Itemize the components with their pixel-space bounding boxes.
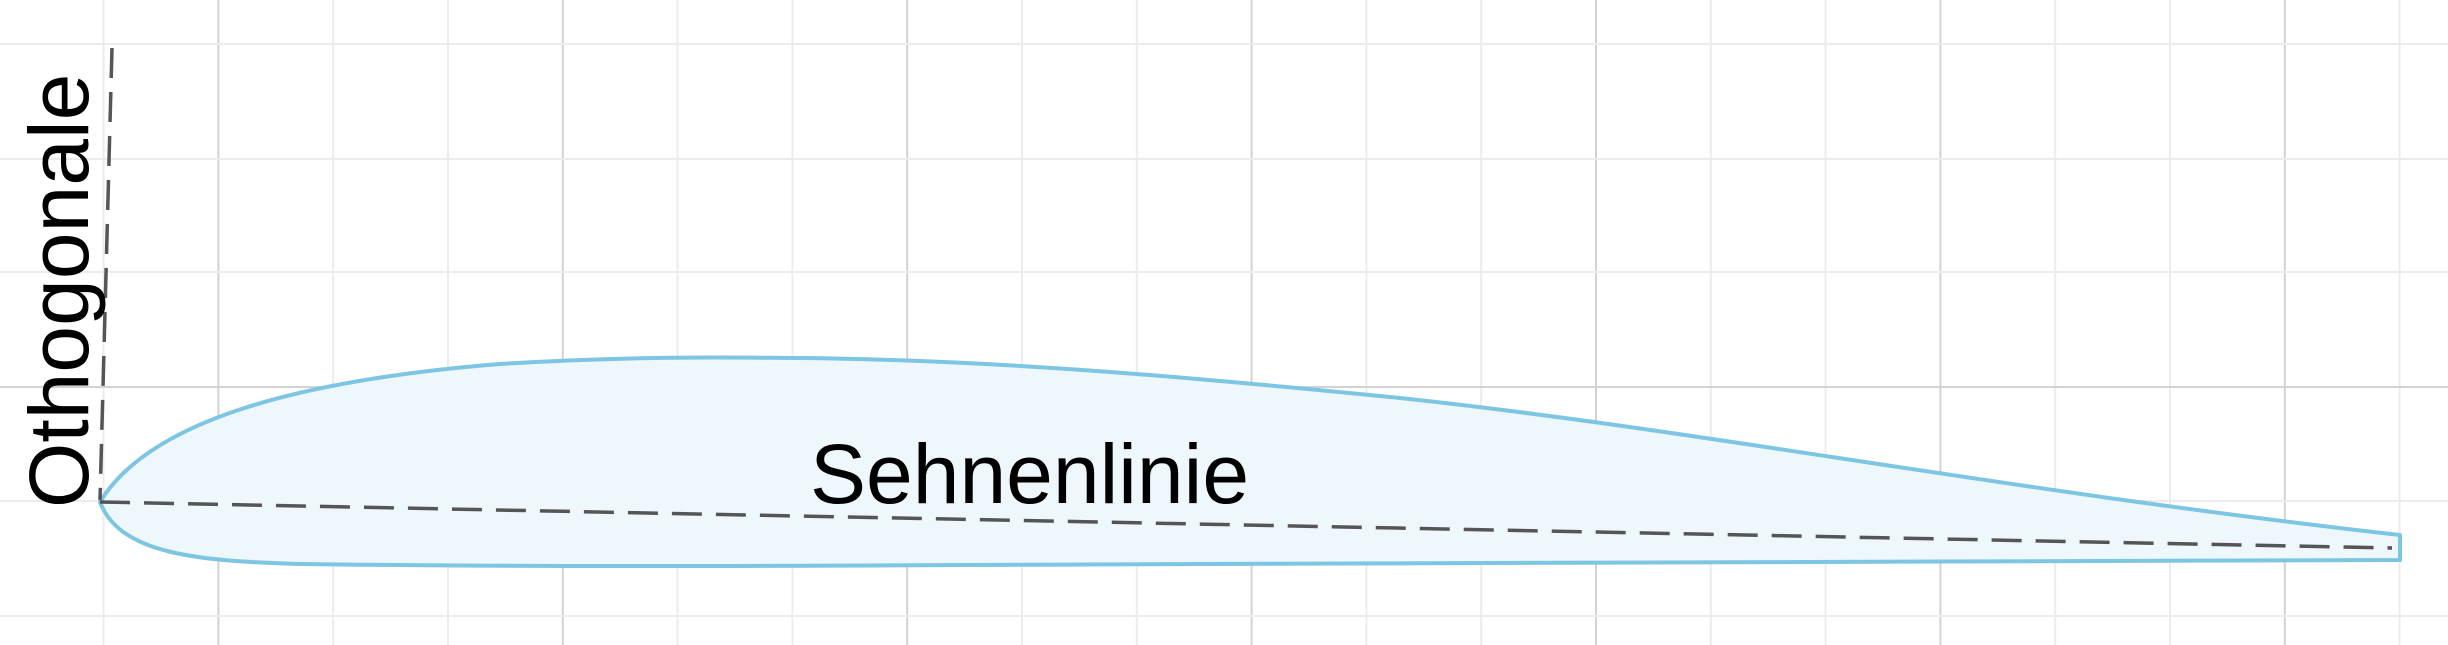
orthogonal-label: Othogonale bbox=[12, 74, 106, 508]
chord-line-label: Sehnenlinie bbox=[810, 427, 1249, 521]
